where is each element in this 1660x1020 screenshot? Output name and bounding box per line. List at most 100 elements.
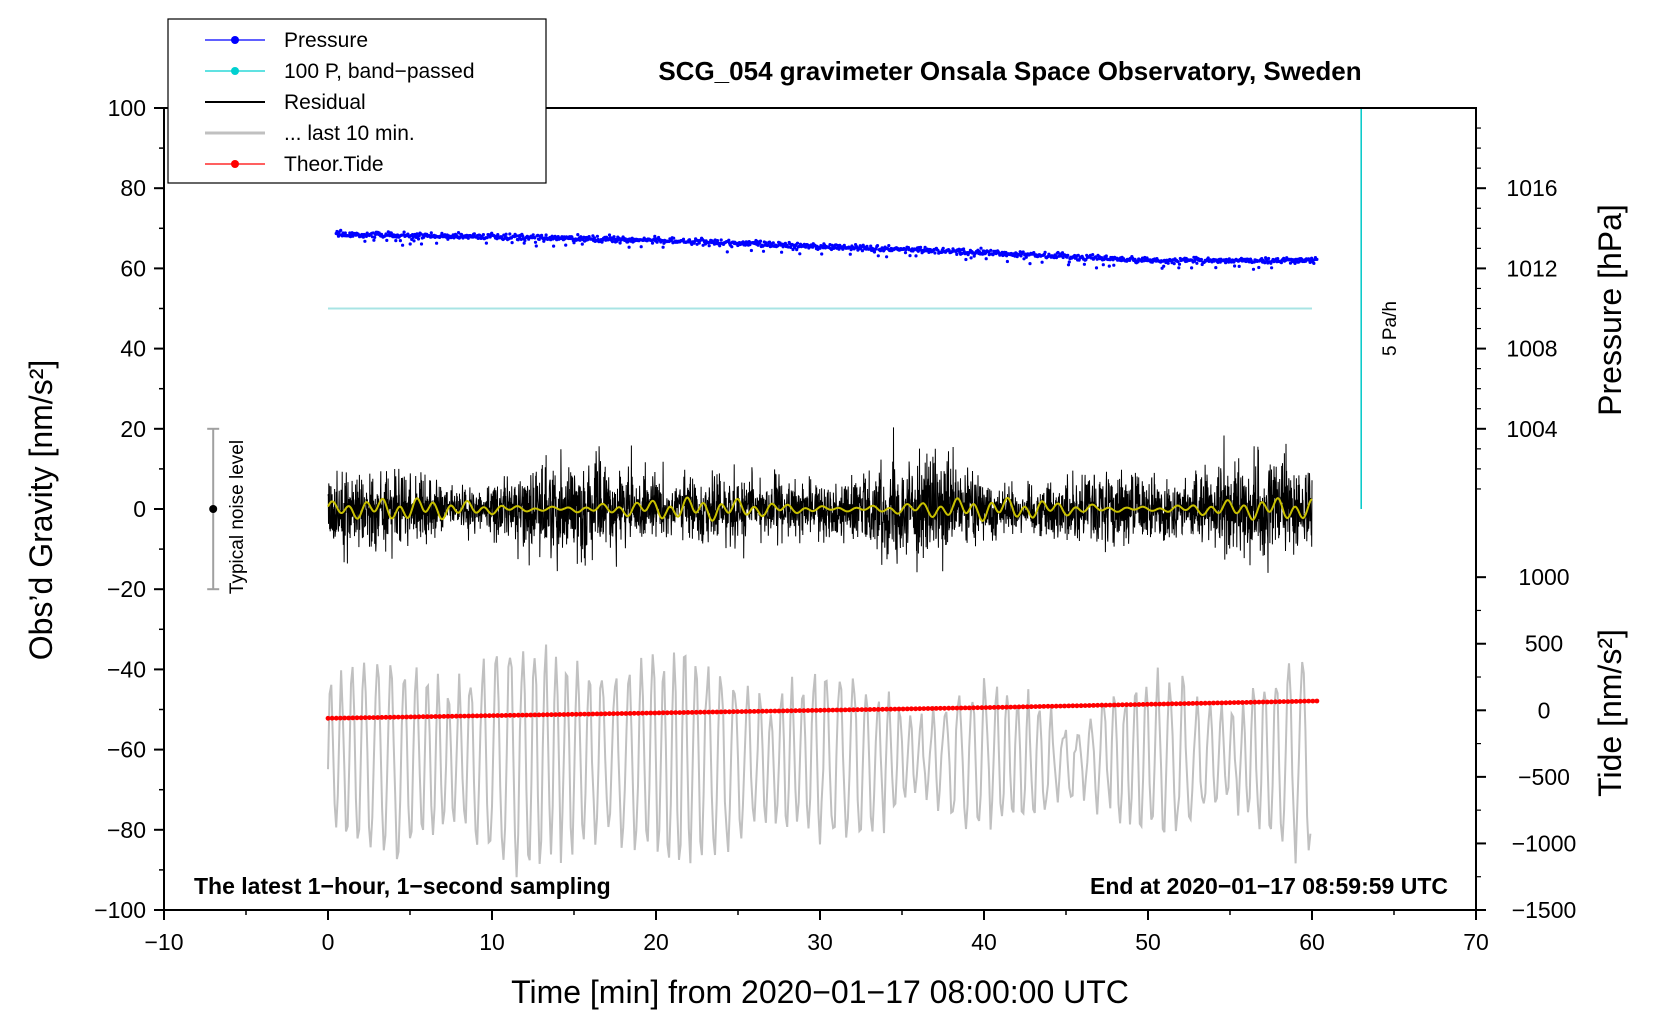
pressure-point (923, 245, 927, 249)
pressure-point (419, 242, 424, 246)
x-axis-title: Time [min] from 2020−01−17 08:00:00 UTC (511, 974, 1129, 1010)
pressure-point (798, 252, 802, 256)
pressure-point (544, 233, 548, 237)
pressure-point (797, 244, 801, 249)
y-axis-title-gravity: Obs’d Gravity [nm/s²] (23, 360, 59, 661)
x-tick-label: 30 (807, 929, 833, 955)
noise-bar-center (209, 505, 218, 513)
pressure-point (472, 232, 476, 236)
pressure-point (363, 239, 367, 243)
legend-swatch-marker (231, 36, 239, 44)
pressure-point (408, 242, 412, 246)
pressure-point (914, 254, 918, 258)
pressure-point (771, 241, 775, 245)
legend-swatch-marker (231, 67, 239, 75)
pressure-point (576, 233, 580, 237)
tide-tick-label: −500 (1518, 764, 1570, 790)
pressure-point (749, 248, 754, 253)
pressure-point (1190, 266, 1194, 270)
pressure-point (515, 234, 519, 238)
pressure-point (885, 255, 889, 259)
pressure-point (435, 241, 439, 245)
pressure-point (770, 244, 774, 248)
pressure-point (458, 235, 462, 239)
pressure-point (522, 241, 526, 245)
pressure-point (523, 238, 527, 243)
pressure-point (402, 230, 406, 234)
y-tick-label: 20 (120, 416, 146, 442)
pressure-point (537, 237, 541, 241)
pressure-tick-label: 1012 (1506, 255, 1557, 281)
pressure-point (933, 251, 937, 255)
x-tick-label: 0 (322, 929, 335, 955)
pressure-point (466, 236, 470, 240)
tide-tick-label: 1000 (1518, 564, 1569, 590)
pressure-point (415, 232, 419, 236)
pressure-point (919, 245, 923, 249)
pressure-point (1104, 254, 1108, 258)
pressure-point (661, 245, 665, 249)
legend-label: ... last 10 min. (284, 122, 415, 145)
pressure-point (1091, 253, 1095, 257)
x-tick-label: 50 (1135, 929, 1161, 955)
y-tick-label: −100 (94, 897, 146, 923)
series-residual-bandpassed (327, 496, 1313, 522)
pressure-point (989, 248, 993, 252)
pressure-point (1000, 250, 1004, 254)
pressure-point (1270, 266, 1274, 270)
x-tick-label: 60 (1299, 929, 1325, 955)
pressure-point (955, 252, 959, 256)
pressure-point (984, 257, 988, 261)
pressure-point (730, 245, 734, 249)
pressure-point (521, 234, 525, 238)
pressure-point (818, 246, 822, 250)
pressure-point (1133, 257, 1137, 261)
pressure-point (1312, 261, 1316, 265)
x-tick-label: 10 (479, 929, 505, 955)
pressure-point (398, 239, 402, 243)
pressure-point (1028, 262, 1032, 266)
pressure-point (412, 239, 416, 243)
y-tick-label: 0 (133, 496, 146, 522)
pressure-point (1233, 264, 1237, 268)
pressure-point (416, 237, 421, 241)
pressure-point (1177, 266, 1181, 270)
pressure-point (373, 235, 377, 239)
plot-data-layer (325, 108, 1362, 878)
pressure-point (719, 238, 723, 242)
legend-label: Pressure (284, 29, 368, 52)
pressure-point (1112, 263, 1116, 267)
pressure-point (1192, 255, 1196, 259)
pressure-point (887, 244, 891, 248)
pressure-point (1315, 257, 1319, 261)
noise-level-label: Typical noise level (227, 440, 248, 594)
pressure-point (485, 236, 489, 240)
pressure-point (484, 241, 488, 245)
x-tick-label: 70 (1463, 929, 1489, 955)
pressure-point (595, 234, 600, 238)
tide-tick-label: −1000 (1512, 830, 1577, 856)
pressure-point (1082, 262, 1086, 266)
legend-label: Theor.Tide (284, 153, 384, 176)
pressure-point (1066, 253, 1070, 257)
pressure-point (715, 239, 720, 243)
pressure-point (869, 244, 873, 248)
pressure-point (789, 245, 793, 249)
pressure-point (610, 240, 615, 244)
pressure-point (1043, 250, 1047, 254)
pressure-point (903, 251, 908, 255)
pressure-point (488, 235, 492, 239)
annotation-bottom-left: The latest 1−hour, 1−second sampling (194, 873, 611, 899)
pressure-point (508, 232, 512, 236)
pressure-point (343, 231, 347, 235)
y-axis-title-pressure: Pressure [hPa] (1592, 204, 1628, 416)
pressure-tick-label: 1004 (1506, 416, 1557, 442)
pressure-tick-label: 1008 (1506, 336, 1557, 362)
pressure-point (388, 234, 392, 238)
pressure-point (411, 235, 415, 239)
pressure-point (872, 250, 877, 254)
pressure-point (607, 233, 612, 237)
pressure-point (964, 257, 968, 262)
pressure-point (977, 250, 982, 254)
pressure-point (612, 235, 616, 239)
